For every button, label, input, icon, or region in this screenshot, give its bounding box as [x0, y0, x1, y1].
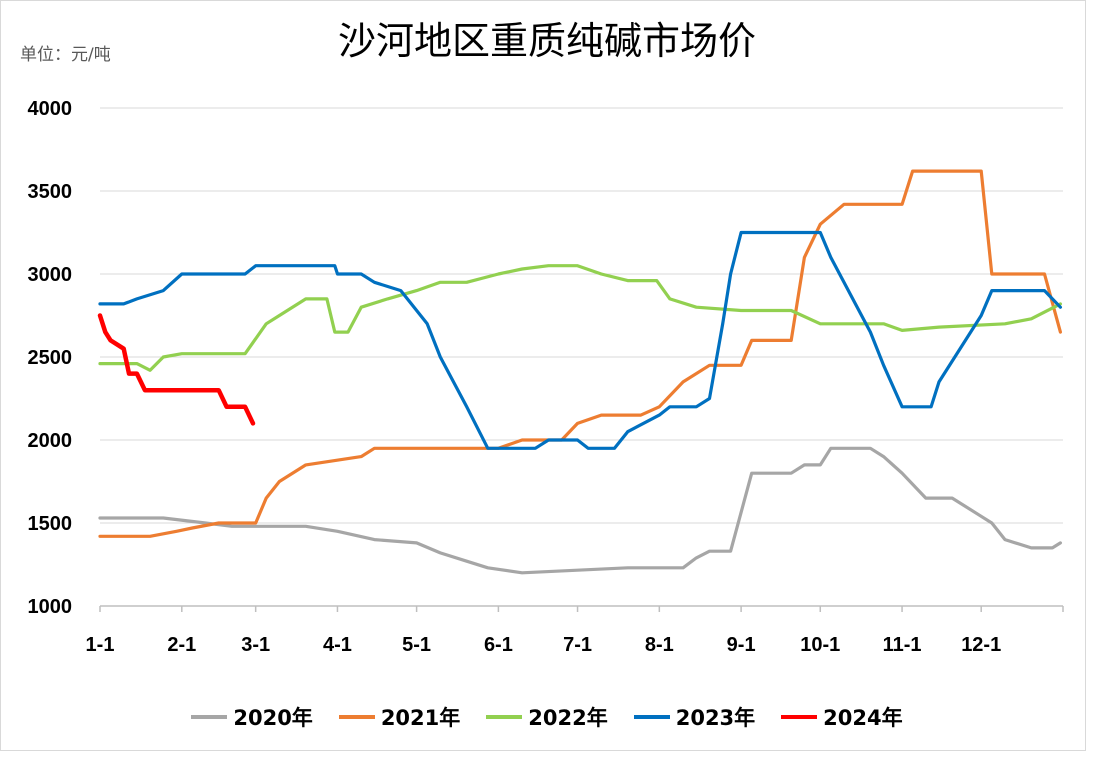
unit-label: 单位：元/吨: [20, 45, 111, 65]
legend-item: 2023年: [633, 702, 756, 732]
chart-title: 沙河地区重质纯碱市场价: [337, 19, 756, 63]
series-line-2024年: [97, 313, 256, 426]
y-tick-label: 1000: [28, 596, 73, 618]
x-tick-label: 12-1: [961, 634, 1001, 656]
series-line-2022年: [98, 264, 1063, 372]
x-tick-label: 10-1: [800, 634, 840, 656]
x-tick-label: 7-1: [563, 634, 592, 656]
y-tick-label: 3000: [28, 264, 73, 286]
legend-swatch: [338, 715, 375, 719]
legend-label: 2024年: [823, 706, 903, 730]
y-tick-label: 4000: [28, 98, 73, 120]
legend-swatch: [486, 715, 523, 719]
legend-label: 2020年: [233, 706, 313, 730]
legend-item: 2024年: [781, 702, 903, 732]
x-tick-label: 5-1: [402, 634, 431, 656]
legend-swatch: [633, 715, 670, 719]
y-tick-label: 1500: [28, 513, 73, 535]
x-tick-label: 8-1: [645, 634, 674, 656]
x-tick-label: 9-1: [727, 634, 756, 656]
x-tick-label: 4-1: [323, 634, 352, 656]
legend-swatch: [781, 715, 818, 719]
legend-swatch: [191, 715, 228, 719]
series-lines: [97, 169, 1063, 575]
legend-label: 2023年: [675, 706, 756, 730]
x-tick-label: 1-1: [86, 634, 115, 656]
legend: 2020年 2021年 2022年 2023年 2024年: [0, 702, 1094, 732]
y-tick-label: 3500: [28, 181, 73, 203]
legend-item: 2021年: [338, 702, 461, 732]
x-tick-label: 11-1: [883, 634, 922, 656]
grid: [100, 107, 1063, 524]
legend-label: 2022年: [528, 706, 608, 730]
x-tick-label: 6-1: [484, 634, 513, 656]
y-tick-label: 2000: [28, 430, 73, 452]
axes: 1000 1500 2000 2500 3000 3500 4000 1-1 2-1 3-1 4-1…: [28, 98, 1064, 656]
series-line-2020年: [98, 446, 1063, 575]
legend-label: 2021年: [380, 706, 461, 730]
legend-item: 2022年: [486, 702, 608, 732]
series-line-2021年: [98, 169, 1063, 538]
series-line-2023年: [98, 230, 1063, 450]
x-tick-label: 3-1: [241, 634, 270, 656]
y-tick-label: 2500: [28, 347, 73, 369]
x-tick-label: 2-1: [167, 634, 196, 656]
legend-item: 2020年: [191, 702, 313, 732]
